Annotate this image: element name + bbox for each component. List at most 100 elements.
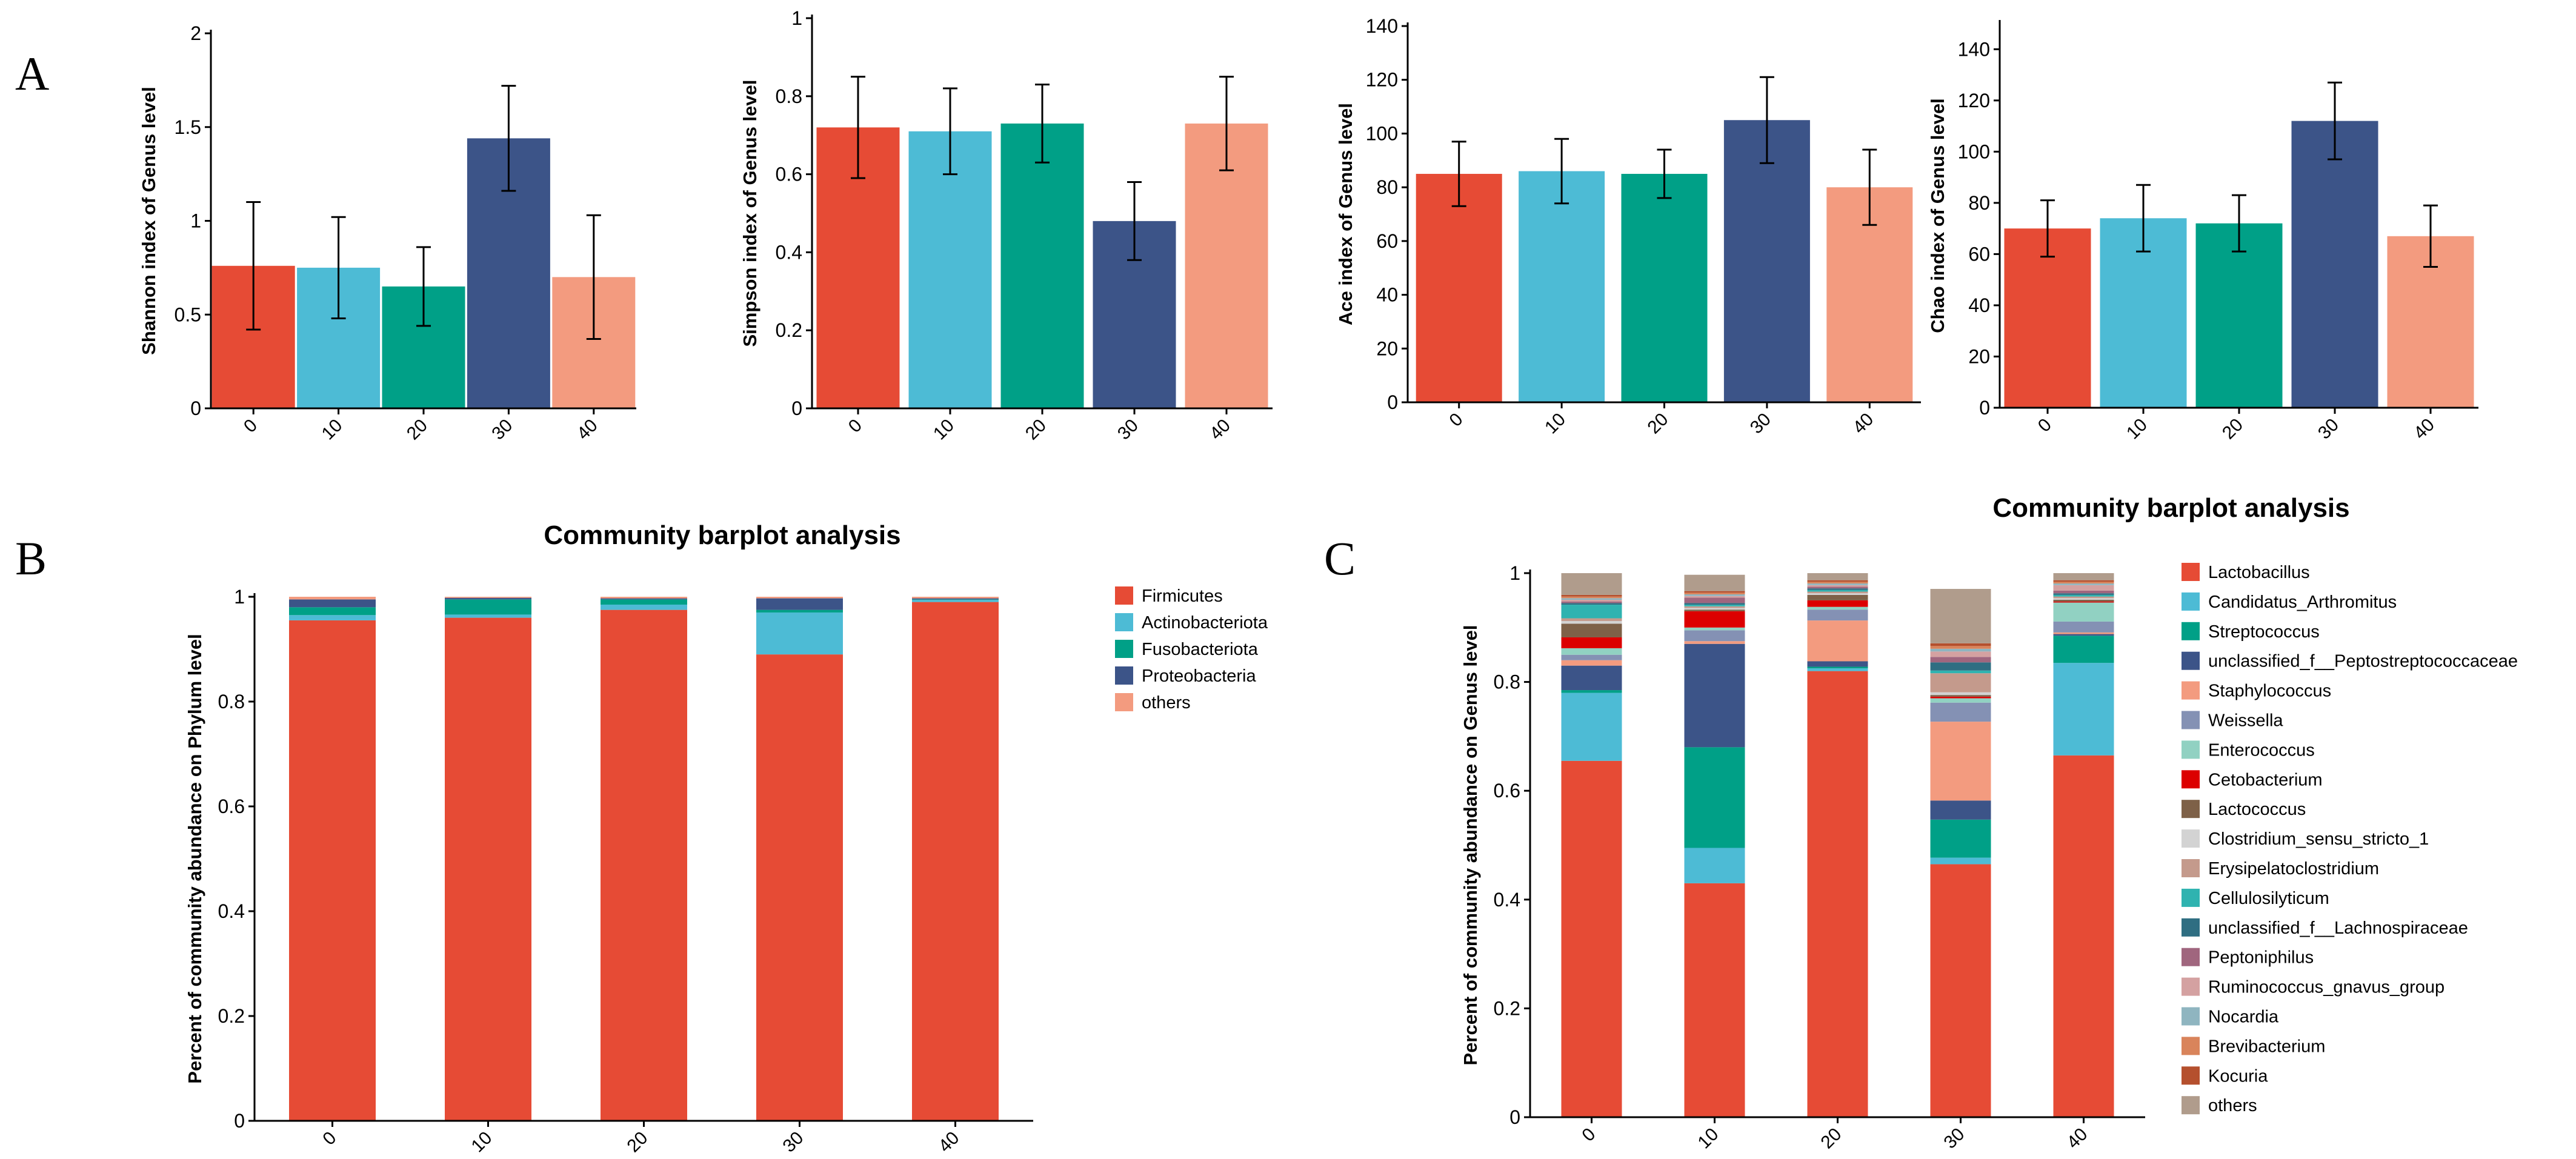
bar-segment bbox=[1561, 623, 1622, 637]
x-tick-label: 40 bbox=[2410, 415, 2438, 443]
bar-segment bbox=[445, 599, 531, 615]
bar bbox=[1416, 173, 1502, 402]
x-tick-label: 20 bbox=[2218, 415, 2247, 443]
bar-segment bbox=[1684, 603, 1745, 605]
y-tick-label: 0 bbox=[1509, 1106, 1520, 1128]
legend-swatch bbox=[2182, 888, 2200, 907]
bar-segment bbox=[1930, 692, 1991, 696]
y-tick-label: 0.6 bbox=[218, 795, 245, 817]
legend-swatch bbox=[2182, 800, 2200, 819]
legend-swatch bbox=[1115, 666, 1133, 685]
legend-label: Brevibacterium bbox=[2208, 1037, 2325, 1056]
y-tick-label: 140 bbox=[1366, 15, 1398, 37]
y-tick-label: 0.4 bbox=[1494, 889, 1520, 911]
y-tick-label: 80 bbox=[1376, 176, 1398, 198]
x-tick-label: 20 bbox=[403, 416, 431, 444]
bar bbox=[2004, 228, 2091, 408]
x-tick-label: 10 bbox=[930, 416, 958, 444]
bar bbox=[2195, 223, 2283, 408]
ace-index-chart: 0 20 40 60 80 100 120 140 0 10 20 30 40 Ace index of … bbox=[1335, 15, 1921, 438]
y-tick-label: 0.8 bbox=[776, 85, 802, 107]
bar-segment bbox=[1684, 606, 1745, 608]
x-tick-label: 30 bbox=[1114, 416, 1142, 444]
bar-segment bbox=[1930, 670, 1991, 674]
bar-segment bbox=[1561, 654, 1622, 660]
bar-segment bbox=[1684, 627, 1745, 631]
y-tick-label: 0 bbox=[234, 1110, 245, 1132]
x-tick-label: 0 bbox=[2034, 415, 2055, 436]
legend-swatch bbox=[2182, 622, 2200, 640]
legend-swatch bbox=[2182, 651, 2200, 670]
x-tick-label: 30 bbox=[1940, 1124, 1969, 1153]
bar-segment bbox=[2053, 602, 2114, 622]
bar-segment bbox=[1930, 702, 1991, 722]
x-tick-label: 0 bbox=[319, 1128, 340, 1149]
bar-segment bbox=[1807, 671, 1868, 1117]
y-tick-label: 0.6 bbox=[1494, 780, 1520, 802]
bar-segment bbox=[2053, 601, 2114, 603]
y-axis-label: Percent of community abundance on Phylum… bbox=[184, 634, 205, 1083]
x-tick-label: 30 bbox=[779, 1128, 808, 1157]
bar-segment bbox=[445, 617, 531, 1121]
legend-label: Lactobacillus bbox=[2208, 563, 2310, 582]
legend-swatch bbox=[2182, 563, 2200, 581]
legend-label: Clostridium_sensu_stricto_1 bbox=[2208, 829, 2429, 849]
bar-segment bbox=[1930, 857, 1991, 865]
legend-label: Erysipelatoclostridium bbox=[2208, 859, 2379, 878]
legend-label: Ruminococcus_gnavus_group bbox=[2208, 978, 2445, 997]
legend-swatch bbox=[1115, 613, 1133, 631]
bar-segment bbox=[1807, 594, 1868, 600]
bar-segment bbox=[1930, 646, 1991, 649]
bar-segment bbox=[2053, 634, 2114, 636]
x-tick-label: 30 bbox=[488, 416, 516, 444]
x-tick-label: 20 bbox=[624, 1128, 652, 1157]
bar-segment bbox=[1930, 662, 1991, 671]
bar-segment bbox=[445, 597, 531, 598]
chart-title: Community barplot analysis bbox=[1992, 493, 2349, 523]
legend-swatch bbox=[2182, 977, 2200, 996]
bar-segment bbox=[2053, 598, 2114, 600]
bar-segment bbox=[1930, 695, 1991, 697]
bar-segment bbox=[1807, 668, 1868, 671]
x-tick-label: 10 bbox=[1541, 410, 1569, 438]
genus-community-barplot: Community barplot analysis 0 0.2 0.4 0.6 0.8 1… bbox=[1460, 493, 2518, 1153]
legend-swatch bbox=[2182, 859, 2200, 877]
bar bbox=[1621, 173, 1708, 402]
panel-label-a: A bbox=[15, 47, 49, 100]
bar-segment bbox=[601, 609, 687, 1121]
legend-label: Enterococcus bbox=[2208, 740, 2315, 760]
legend-label: unclassified_f__Lachnospiraceae bbox=[2208, 918, 2468, 938]
bar-segment bbox=[289, 597, 376, 600]
bar-segment bbox=[2053, 590, 2114, 594]
x-tick-label: 0 bbox=[1446, 410, 1467, 431]
legend-swatch bbox=[2182, 829, 2200, 848]
x-tick-label: 30 bbox=[1746, 410, 1775, 438]
bar-segment bbox=[1684, 608, 1745, 610]
bar-segment bbox=[1684, 591, 1745, 593]
legend-label: Streptococcus bbox=[2208, 622, 2320, 642]
x-tick-label: 40 bbox=[1206, 416, 1234, 444]
bar-segment bbox=[2053, 583, 2114, 585]
bar-segment bbox=[1684, 641, 1745, 644]
bar-segment bbox=[1561, 760, 1622, 1117]
bar bbox=[1723, 120, 1810, 402]
bar-segment bbox=[2053, 632, 2114, 634]
bar-segment bbox=[1930, 819, 1991, 858]
bar-segment bbox=[1684, 593, 1745, 595]
y-tick-label: 0.4 bbox=[776, 241, 802, 263]
x-tick-label: 40 bbox=[935, 1128, 964, 1157]
bar-segment bbox=[1561, 573, 1622, 595]
bar-segment bbox=[1930, 643, 1991, 646]
y-tick-label: 40 bbox=[1376, 284, 1398, 306]
bar-segment bbox=[601, 598, 687, 600]
bar-segment bbox=[1684, 574, 1745, 591]
y-tick-label: 60 bbox=[1376, 230, 1398, 252]
y-tick-label: 1 bbox=[1509, 562, 1520, 584]
y-tick-label: 1 bbox=[791, 7, 802, 29]
bar-segment bbox=[1807, 580, 1868, 582]
x-tick-label: 20 bbox=[1644, 410, 1672, 438]
bar-segment bbox=[1930, 651, 1991, 657]
x-tick-label: 40 bbox=[2063, 1124, 2092, 1153]
